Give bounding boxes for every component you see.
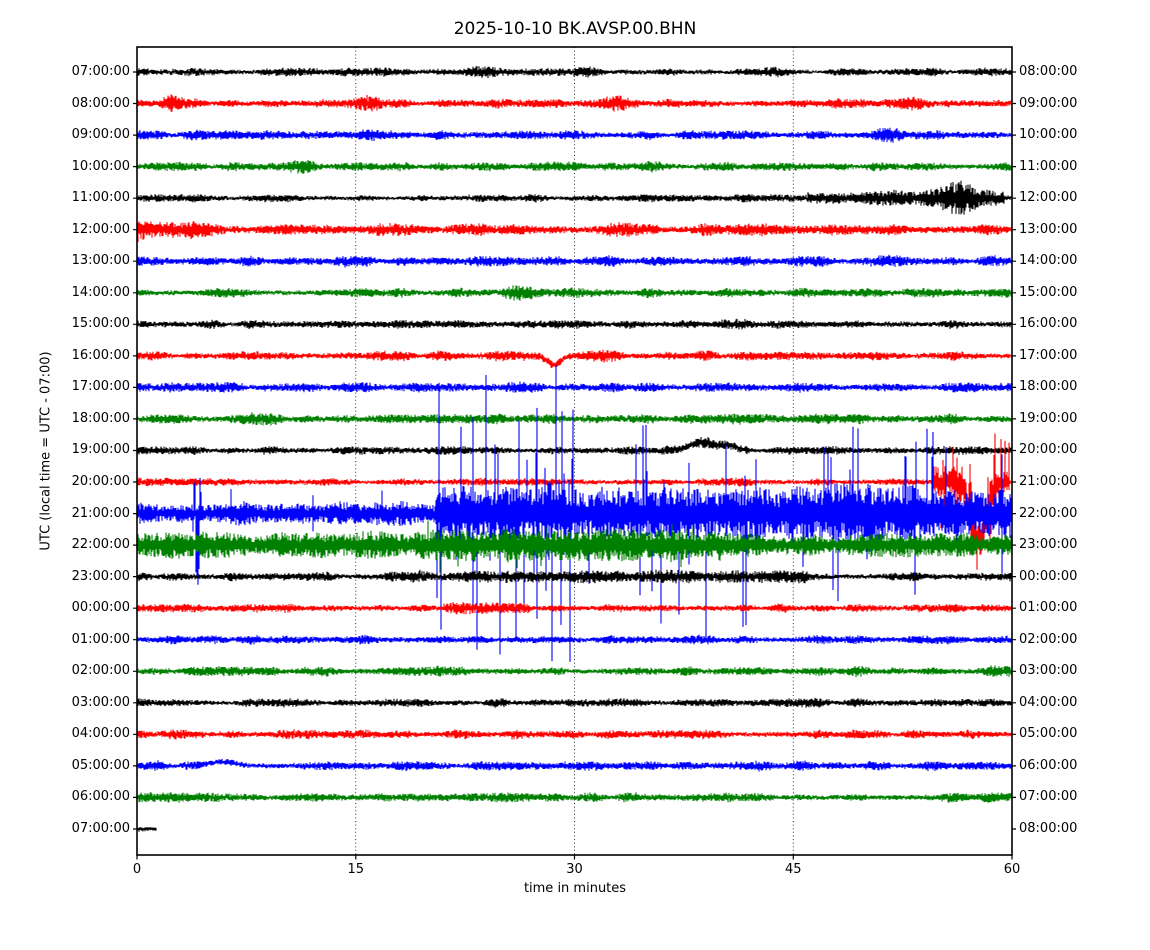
ytick-utc-label-16: 23:00:00 bbox=[71, 568, 130, 584]
x-axis-label: time in minutes bbox=[523, 881, 627, 896]
ytick-local-label-21: 05:00:00 bbox=[1019, 726, 1078, 742]
trace-row-20-utc-030000 bbox=[137, 697, 1012, 708]
ytick-local-label-22: 06:00:00 bbox=[1019, 757, 1078, 773]
trace-row-23-utc-060000 bbox=[137, 792, 1012, 803]
ytick-local-label-6: 14:00:00 bbox=[1019, 253, 1078, 269]
trace-row-3-utc-100000 bbox=[137, 160, 1012, 174]
ytick-local-label-24: 08:00:00 bbox=[1019, 820, 1078, 836]
trace-row-18-utc-010000 bbox=[137, 634, 1012, 645]
ytick-local-label-3: 11:00:00 bbox=[1019, 158, 1078, 174]
ytick-local-label-11: 19:00:00 bbox=[1019, 410, 1078, 426]
ytick-local-label-8: 16:00:00 bbox=[1019, 316, 1078, 332]
ytick-local-label-13: 21:00:00 bbox=[1019, 474, 1078, 490]
trace-row-21-utc-040000 bbox=[137, 729, 1012, 740]
ytick-local-label-17: 01:00:00 bbox=[1019, 600, 1078, 616]
trace-row-15-utc-220000 bbox=[137, 520, 1012, 574]
trace-row-16-utc-230000 bbox=[137, 569, 1012, 584]
ytick-local-label-16: 00:00:00 bbox=[1019, 568, 1078, 584]
trace-row-11-utc-180000 bbox=[137, 412, 1012, 426]
xtick-label-0: 0 bbox=[132, 862, 142, 877]
trace-row-1-utc-080000 bbox=[137, 94, 1012, 112]
trace-row-19-utc-020000 bbox=[137, 665, 1012, 678]
ytick-utc-label-8: 15:00:00 bbox=[71, 316, 130, 332]
ytick-utc-label-2: 09:00:00 bbox=[71, 127, 130, 143]
ytick-utc-label-14: 21:00:00 bbox=[71, 505, 130, 521]
trace-row-2-utc-090000 bbox=[137, 127, 1012, 143]
ytick-utc-label-7: 14:00:00 bbox=[71, 284, 130, 300]
ytick-utc-label-13: 20:00:00 bbox=[71, 474, 130, 490]
ytick-utc-label-6: 13:00:00 bbox=[71, 253, 130, 269]
ytick-utc-label-18: 01:00:00 bbox=[71, 631, 130, 647]
ytick-local-label-12: 20:00:00 bbox=[1019, 442, 1078, 458]
ytick-local-label-9: 17:00:00 bbox=[1019, 347, 1078, 363]
trace-row-9-utc-160000 bbox=[137, 349, 1012, 368]
ytick-utc-label-19: 02:00:00 bbox=[71, 663, 130, 679]
trace-row-13-utc-200000 bbox=[137, 433, 1012, 570]
ytick-utc-label-11: 18:00:00 bbox=[71, 410, 130, 426]
ytick-utc-label-10: 17:00:00 bbox=[71, 379, 130, 395]
trace-row-4-utc-110000 bbox=[137, 180, 1012, 215]
ytick-utc-label-20: 03:00:00 bbox=[71, 694, 130, 710]
ytick-local-label-23: 07:00:00 bbox=[1019, 789, 1078, 805]
ytick-utc-label-3: 10:00:00 bbox=[71, 158, 130, 174]
trace-row-14-utc-210000 bbox=[137, 365, 1012, 662]
ytick-local-label-1: 09:00:00 bbox=[1019, 95, 1078, 111]
ytick-local-label-20: 04:00:00 bbox=[1019, 694, 1078, 710]
ytick-utc-label-5: 12:00:00 bbox=[71, 221, 130, 237]
ytick-local-label-19: 03:00:00 bbox=[1019, 663, 1078, 679]
ytick-utc-label-21: 04:00:00 bbox=[71, 726, 130, 742]
trace-row-12-utc-190000 bbox=[137, 437, 1012, 455]
ytick-local-label-15: 23:00:00 bbox=[1019, 537, 1078, 553]
tick-marks bbox=[133, 71, 1016, 860]
ytick-local-label-4: 12:00:00 bbox=[1019, 190, 1078, 206]
ytick-utc-label-23: 06:00:00 bbox=[71, 789, 130, 805]
ytick-local-label-10: 18:00:00 bbox=[1019, 379, 1078, 395]
ytick-utc-label-12: 19:00:00 bbox=[71, 442, 130, 458]
xtick-label-45: 45 bbox=[784, 862, 802, 877]
ytick-local-label-2: 10:00:00 bbox=[1019, 127, 1078, 143]
ytick-utc-label-4: 11:00:00 bbox=[71, 190, 130, 206]
trace-row-22-utc-050000 bbox=[137, 758, 1012, 772]
plot-title: 2025-10-10 BK.AVSP.00.BHN bbox=[453, 19, 697, 39]
ytick-local-label-7: 15:00:00 bbox=[1019, 284, 1078, 300]
trace-row-8-utc-150000 bbox=[137, 318, 1012, 330]
ytick-utc-label-1: 08:00:00 bbox=[71, 95, 130, 111]
xtick-label-60: 60 bbox=[1003, 862, 1021, 877]
trace-row-17-utc-000000 bbox=[137, 602, 1012, 615]
trace-row-10-utc-170000 bbox=[137, 381, 1012, 393]
xtick-label-15: 15 bbox=[347, 862, 365, 877]
ytick-utc-label-17: 00:00:00 bbox=[71, 600, 130, 616]
ytick-utc-label-22: 05:00:00 bbox=[71, 757, 130, 773]
ytick-utc-label-0: 07:00:00 bbox=[71, 64, 130, 79]
ytick-local-label-18: 02:00:00 bbox=[1019, 631, 1078, 647]
trace-row-0-utc-070000 bbox=[137, 66, 1012, 79]
ytick-utc-label-9: 16:00:00 bbox=[71, 347, 130, 363]
ytick-utc-label-24: 07:00:00 bbox=[71, 820, 130, 836]
trace-row-5-utc-120000 bbox=[137, 221, 1012, 242]
trace-row-7-utc-140000 bbox=[137, 285, 1012, 301]
xtick-label-30: 30 bbox=[566, 862, 583, 877]
trace-row-24-utc-070000 bbox=[137, 827, 157, 832]
trace-row-6-utc-130000 bbox=[137, 254, 1012, 268]
ytick-local-label-14: 22:00:00 bbox=[1019, 505, 1078, 521]
ytick-local-label-5: 13:00:00 bbox=[1019, 221, 1078, 237]
ytick-local-label-0: 08:00:00 bbox=[1019, 64, 1078, 79]
ytick-utc-label-15: 22:00:00 bbox=[71, 537, 130, 553]
